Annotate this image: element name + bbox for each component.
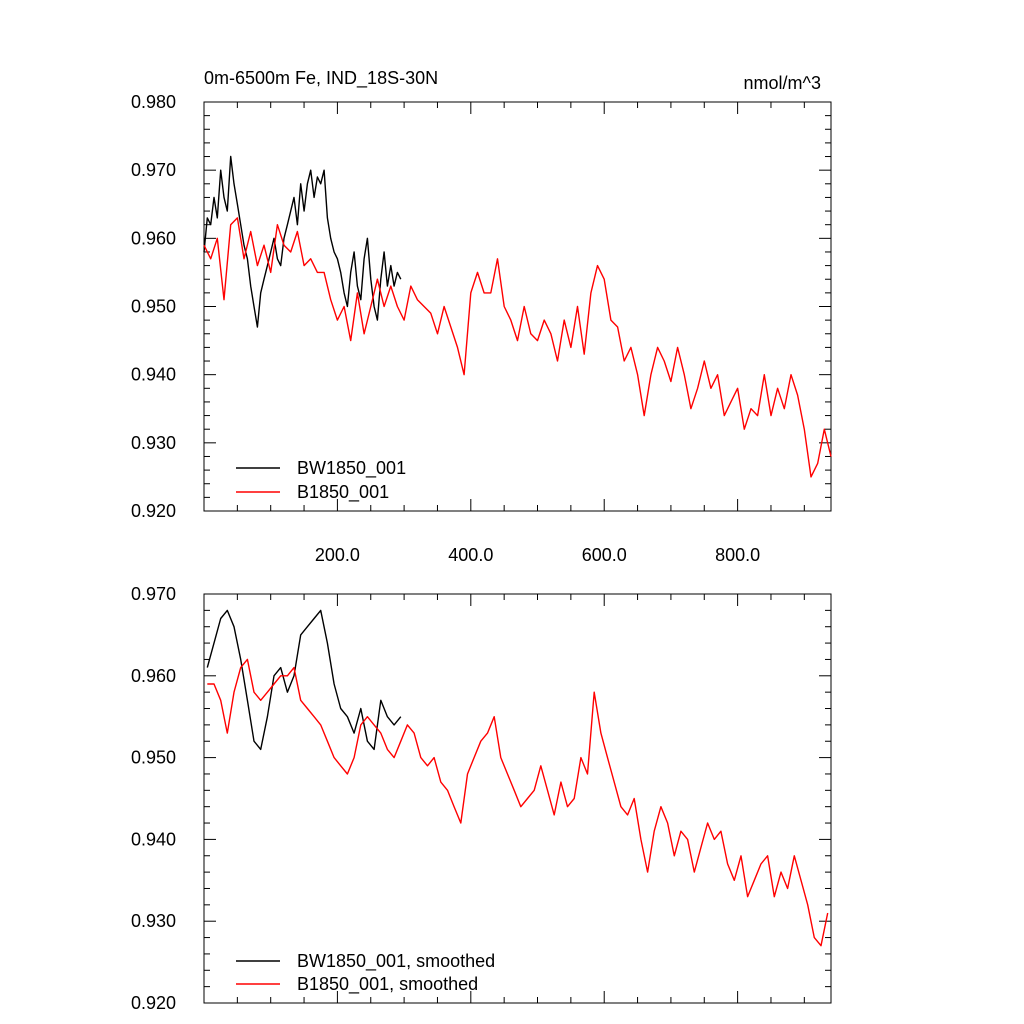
y-tick-label: 0.960 bbox=[131, 228, 176, 248]
legend-label-b1850: B1850_001 bbox=[297, 482, 389, 503]
y-tick-label: 0.970 bbox=[131, 160, 176, 180]
ticks-top: 0.920 0.930 0.940 0.950 0.960 0.970 0.980 200.0… bbox=[131, 92, 831, 565]
plot-frame-top bbox=[203, 101, 832, 512]
legend-top: BW1850_001 B1850_001 bbox=[236, 458, 406, 503]
y-tick-label: 0.950 bbox=[131, 297, 176, 317]
y-tick-label: 0.930 bbox=[131, 433, 176, 453]
legend-label-b1850-smoothed: B1850_001, smoothed bbox=[297, 974, 478, 995]
y-tick-label: 0.950 bbox=[131, 748, 176, 768]
y-tick-label: 0.930 bbox=[131, 911, 176, 931]
y-tick-label: 0.980 bbox=[131, 92, 176, 112]
y-tick-label: 0.920 bbox=[131, 993, 176, 1013]
series-lines-bottom bbox=[206, 609, 829, 947]
legend-bottom: BW1850_001, smoothed B1850_001, smoothed bbox=[236, 951, 495, 995]
ticks-bottom: 0.920 0.930 0.940 0.950 0.960 0.970 bbox=[131, 584, 831, 1013]
plot-frame-bottom bbox=[203, 593, 832, 1004]
y-tick-label: 0.960 bbox=[131, 666, 176, 686]
x-tick-label: 600.0 bbox=[582, 545, 627, 565]
top-panel: 0m-6500m Fe, IND_18S-30N nmol/m^3 0.9200… bbox=[131, 68, 832, 565]
y-tick-label: 0.970 bbox=[131, 584, 176, 604]
y-tick-label: 0.940 bbox=[131, 829, 176, 849]
x-tick-label: 200.0 bbox=[315, 545, 360, 565]
y-tick-label: 0.920 bbox=[131, 501, 176, 521]
units-label: nmol/m^3 bbox=[744, 73, 821, 93]
y-tick-label: 0.940 bbox=[131, 365, 176, 385]
panel-title: 0m-6500m Fe, IND_18S-30N bbox=[204, 68, 438, 89]
series-lines-top bbox=[203, 155, 832, 478]
legend-label-bw1850-smoothed: BW1850_001, smoothed bbox=[297, 951, 495, 972]
x-tick-label: 400.0 bbox=[448, 545, 493, 565]
bottom-panel: 0.920 0.930 0.940 0.950 0.960 0.970 BW1850_00… bbox=[131, 584, 832, 1013]
series-line-b1850-001 bbox=[203, 217, 832, 478]
series-line-bw1850-001 bbox=[203, 155, 402, 328]
series-line-bw1850-001-smoothed bbox=[206, 609, 402, 751]
legend-label-bw1850: BW1850_001 bbox=[297, 458, 406, 479]
series-line-b1850-001-smoothed bbox=[207, 658, 829, 947]
x-tick-label: 800.0 bbox=[715, 545, 760, 565]
